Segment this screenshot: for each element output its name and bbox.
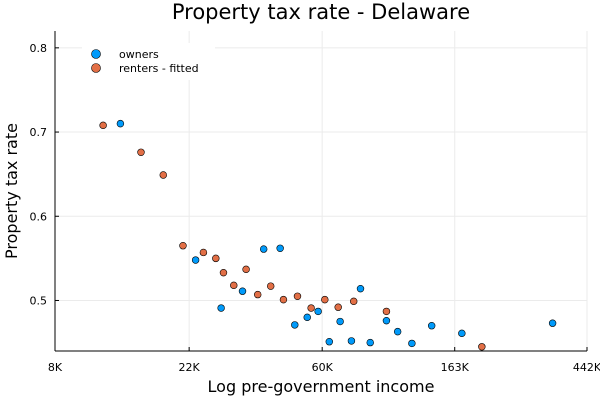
data-point-owners [325,338,333,346]
data-point-renters-fitted [242,265,250,274]
data-point-owners [382,316,391,325]
data-point-owners [303,313,311,322]
data-point-renters-fitted [279,295,288,304]
data-point-renters-fitted [334,303,342,311]
data-point-owners [548,319,557,327]
data-point-owners [116,119,125,128]
data-point-renters-fitted [199,248,208,257]
y-axis-label: Property tax rate [2,123,21,259]
data-point-owners [427,322,436,330]
data-point-renters-fitted [212,254,220,263]
data-point-owners [393,327,402,336]
series-owners [116,119,557,348]
chart-title: Property tax rate - Delaware [172,0,470,24]
y-tick-label: 0.7 [30,126,48,139]
x-tick-label: 163K [441,361,470,374]
data-point-owners [366,338,374,347]
data-point-renters-fitted [382,307,391,316]
legend-marker-owners [91,49,101,59]
y-axis-ticks: 0.5 0.6 0.7 0.8 [30,42,59,307]
x-tick-label: 60K [312,361,334,374]
data-point-owners [291,321,299,329]
data-point-renters-fitted [321,295,329,304]
gridlines [54,31,588,351]
data-point-owners [408,339,416,348]
data-point-renters-fitted [179,242,187,250]
legend-box [82,43,215,80]
x-axis-label: Log pre-government income [208,377,435,396]
x-tick-label: 22K [179,361,201,374]
x-tick-label: 442K [573,361,600,374]
legend-label-renters-fitted: renters - fitted [119,62,199,75]
legend-marker-renters-fitted [91,63,101,73]
data-points [99,119,557,351]
x-axis-ticks: 8K 22K 60K 163K 442K [48,347,600,374]
data-point-renters-fitted [267,282,275,290]
data-point-owners [276,244,284,252]
data-point-owners [356,284,365,293]
data-point-owners [347,337,356,345]
data-point-renters-fitted [99,121,107,130]
legend-label-owners: owners [119,48,159,61]
data-point-owners [217,304,225,312]
data-point-owners [336,317,344,326]
data-point-renters-fitted [307,304,315,312]
y-tick-label: 0.8 [30,42,48,55]
data-point-owners [458,329,466,338]
legend: owners renters - fitted [82,43,215,80]
data-point-renters-fitted [350,297,358,306]
data-point-renters-fitted [254,290,262,299]
data-point-renters-fitted [230,281,238,290]
data-point-owners [259,245,268,253]
series-renters-fitted [99,121,486,351]
y-tick-label: 0.5 [30,294,48,307]
data-point-renters-fitted [478,343,486,351]
y-tick-label: 0.6 [30,210,48,223]
data-point-renters-fitted [137,148,145,156]
data-point-renters-fitted [293,292,302,300]
data-point-owners [191,256,200,264]
data-point-owners [238,287,247,295]
data-point-owners [314,307,322,316]
data-point-renters-fitted [219,268,228,277]
x-tick-label: 8K [48,361,63,374]
data-point-renters-fitted [159,171,167,179]
